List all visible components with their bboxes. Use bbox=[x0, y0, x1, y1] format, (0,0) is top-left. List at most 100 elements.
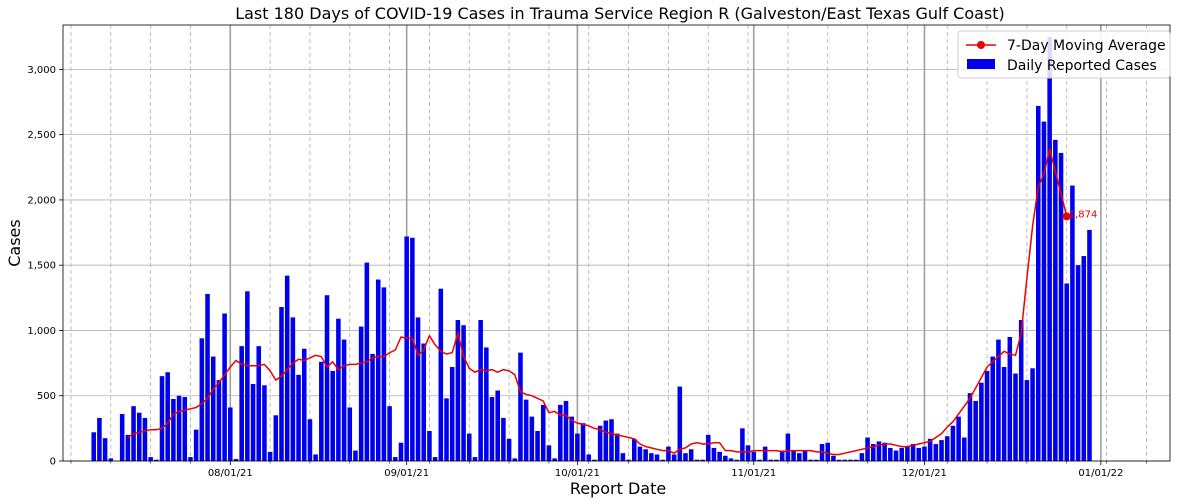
daily-cases-bar bbox=[535, 430, 540, 461]
daily-cases-bar bbox=[370, 353, 375, 461]
daily-cases-bar bbox=[1081, 256, 1087, 461]
daily-cases-bar bbox=[1064, 283, 1069, 461]
daily-cases-bar bbox=[159, 376, 165, 461]
daily-cases-bar bbox=[660, 459, 666, 461]
daily-cases-bar bbox=[228, 407, 233, 461]
daily-cases-bar bbox=[922, 446, 927, 461]
daily-cases-bar bbox=[586, 454, 592, 461]
y-tick-label: 1,500 bbox=[27, 261, 56, 272]
daily-cases-bar bbox=[1087, 229, 1092, 461]
daily-cases-bar bbox=[814, 459, 819, 461]
daily-cases-bar bbox=[489, 397, 495, 461]
daily-cases-bar bbox=[484, 347, 489, 461]
daily-cases-bar bbox=[301, 348, 307, 461]
legend-marker-swatch bbox=[977, 41, 985, 49]
daily-cases-bar bbox=[677, 386, 683, 461]
daily-cases-bar bbox=[273, 415, 279, 461]
daily-cases-bar bbox=[751, 451, 757, 461]
x-tick-label: 08/01/21 bbox=[208, 468, 253, 479]
daily-cases-bar bbox=[552, 458, 557, 461]
daily-cases-bar bbox=[1047, 36, 1052, 461]
daily-cases-bar bbox=[603, 420, 609, 461]
plot-frame bbox=[62, 24, 1171, 462]
legend: 7-Day Moving Average Daily Reported Case… bbox=[957, 30, 1171, 79]
daily-cases-bars bbox=[91, 36, 1092, 462]
daily-cases-bar bbox=[1070, 185, 1075, 462]
daily-cases-bar bbox=[563, 400, 569, 461]
daily-cases-bar bbox=[1035, 105, 1041, 461]
y-tick-label: 1,000 bbox=[27, 326, 56, 337]
daily-cases-bar bbox=[893, 450, 899, 461]
daily-cases-bar bbox=[478, 320, 483, 461]
daily-cases-bar bbox=[899, 447, 904, 461]
daily-cases-bar bbox=[290, 317, 296, 461]
legend-label-daily-cases: Daily Reported Cases bbox=[1007, 58, 1157, 74]
y-axis-label: Cases bbox=[5, 219, 24, 267]
daily-cases-bar bbox=[381, 287, 387, 461]
daily-cases-bar bbox=[905, 446, 910, 461]
daily-cases-bar bbox=[1013, 373, 1018, 461]
daily-cases-bar bbox=[222, 313, 227, 461]
daily-cases-bar bbox=[1007, 336, 1013, 461]
daily-cases-bar bbox=[358, 326, 364, 461]
daily-cases-bar bbox=[506, 438, 512, 461]
daily-cases-bar bbox=[256, 346, 262, 461]
daily-cases-bar bbox=[250, 383, 256, 461]
y-tick-label: 500 bbox=[37, 391, 56, 402]
daily-cases-bar bbox=[797, 453, 802, 461]
daily-cases-bar bbox=[529, 416, 535, 461]
daily-cases-bar bbox=[410, 237, 415, 461]
daily-cases-bar bbox=[740, 428, 745, 461]
legend-label-moving-average: 7-Day Moving Average bbox=[1007, 38, 1166, 54]
daily-cases-bar bbox=[888, 447, 893, 461]
daily-cases-bar bbox=[432, 457, 438, 461]
daily-cases-bar bbox=[705, 434, 711, 461]
daily-cases-bar bbox=[1030, 368, 1035, 461]
daily-cases-bar bbox=[876, 441, 882, 461]
daily-cases-bar bbox=[1024, 380, 1030, 461]
daily-cases-bar bbox=[723, 455, 728, 461]
daily-cases-bar bbox=[580, 423, 586, 461]
daily-cases-bar bbox=[176, 395, 182, 461]
daily-cases-bar bbox=[205, 293, 210, 461]
daily-cases-bar bbox=[859, 453, 865, 461]
daily-cases-bar bbox=[654, 454, 660, 461]
daily-cases-bar bbox=[193, 429, 199, 461]
daily-cases-bar bbox=[154, 459, 159, 461]
chart-title: Last 180 Days of COVID-19 Cases in Traum… bbox=[235, 4, 1005, 23]
daily-cases-bar bbox=[1018, 320, 1024, 461]
daily-cases-bar bbox=[700, 459, 705, 461]
daily-cases-bar bbox=[512, 458, 518, 461]
daily-cases-bar bbox=[757, 459, 762, 461]
daily-cases-bar bbox=[495, 390, 500, 461]
daily-cases-bar bbox=[216, 380, 222, 461]
daily-cases-bar bbox=[933, 444, 939, 461]
daily-cases-bar bbox=[768, 459, 774, 461]
daily-cases-bar bbox=[165, 372, 170, 461]
daily-cases-bar bbox=[1041, 121, 1047, 461]
moving-average-line: 1,874 bbox=[127, 148, 1098, 456]
daily-cases-bar bbox=[353, 450, 358, 461]
daily-cases-bar bbox=[962, 437, 967, 461]
daily-cases-bar bbox=[142, 417, 148, 461]
x-axis-label: Report Date bbox=[570, 479, 666, 498]
daily-cases-bar bbox=[649, 453, 654, 461]
daily-cases-bar bbox=[267, 451, 273, 461]
daily-cases-bar bbox=[336, 318, 341, 461]
y-tick-label: 0 bbox=[50, 457, 56, 468]
daily-cases-bar bbox=[779, 450, 785, 461]
daily-cases-bar bbox=[711, 447, 717, 461]
daily-cases-bar bbox=[444, 398, 449, 461]
daily-cases-bar bbox=[944, 436, 950, 461]
daily-cases-bar bbox=[688, 449, 694, 461]
daily-cases-bar bbox=[632, 438, 637, 461]
daily-cases-bar bbox=[802, 450, 808, 461]
daily-cases-bar bbox=[239, 346, 244, 461]
daily-cases-bar bbox=[387, 406, 392, 461]
daily-cases-bar bbox=[1075, 265, 1081, 461]
daily-cases-bar bbox=[825, 442, 831, 461]
last-value-annotation: 1,874 bbox=[1069, 209, 1098, 220]
daily-cases-bar bbox=[927, 438, 933, 461]
daily-cases-bar bbox=[785, 433, 791, 461]
daily-cases-bar bbox=[762, 446, 768, 461]
